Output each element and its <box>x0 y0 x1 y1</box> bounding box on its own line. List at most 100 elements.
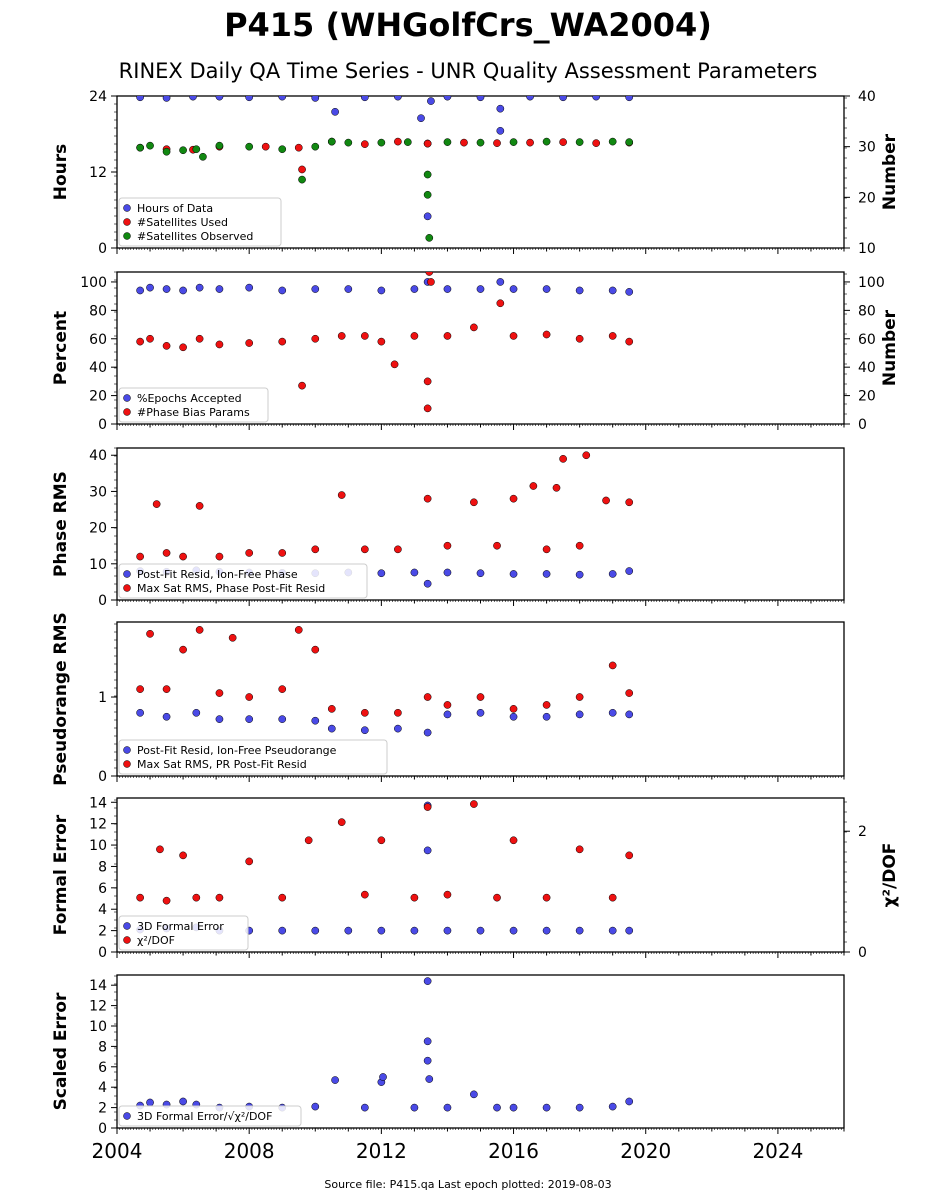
phase_rms-y-tick-label: 10 <box>89 557 107 573</box>
hours-point <box>443 138 452 146</box>
scaled_error-point <box>379 1073 387 1081</box>
phase_rms-point <box>470 498 478 507</box>
phase_rms-legend-box <box>118 563 368 599</box>
percent-point <box>215 340 224 349</box>
pseudorange_rms-point <box>476 693 485 701</box>
formal_error-legend-label: 3D Formal Error <box>137 920 224 933</box>
percent-legend: %Epochs Accepted#Phase Bias Params <box>118 387 269 423</box>
hours-point <box>423 212 432 221</box>
formal_error-point <box>304 836 313 845</box>
phase_rms-point <box>423 579 432 588</box>
formal_error-right-tick-label: 2 <box>858 824 867 840</box>
percent-point <box>311 334 320 343</box>
hours-point <box>360 140 369 148</box>
phase_rms-point <box>625 498 634 507</box>
hours-legend-label: #Satellites Used <box>137 216 228 229</box>
hours-point <box>423 190 432 199</box>
pseudorange_rms-legend-label: Post-Fit Resid, Ion-Free Pseudorange <box>137 744 337 757</box>
percent-series-phase-bias-params <box>136 272 634 413</box>
formal_error-point <box>476 926 485 935</box>
scaled_error-point <box>410 1103 419 1112</box>
pseudorange_rms-point <box>542 712 551 721</box>
hours-right-tick-label: 20 <box>858 190 876 206</box>
pseudorange_rms-point <box>215 689 224 697</box>
x-tick-label: 2012 <box>356 1139 407 1163</box>
pseudorange_rms-series-max-sat-rms-pr-post-fit-resid <box>136 626 634 717</box>
scaled-error-panel: 0 2 4 6 8 10 12 14 Scaled Error 3D Formal Error/√… <box>51 974 845 1137</box>
pseudorange_rms-point <box>608 708 617 717</box>
phase_rms-y-tick-label: 0 <box>98 593 107 609</box>
formal_error-point <box>542 893 551 902</box>
percent-point <box>410 332 419 340</box>
x-tick-label: 2004 <box>92 1139 143 1163</box>
hours-point <box>575 138 584 146</box>
formal_error-point <box>625 926 634 935</box>
scaled_error-y-tick-label: 2 <box>98 1101 107 1117</box>
phase_rms-point <box>493 541 501 550</box>
hours-point <box>625 138 634 146</box>
percent-point <box>443 332 452 340</box>
hours-point <box>311 142 320 151</box>
pseudorange_rms-point <box>394 708 402 717</box>
pseudorange_rms-point <box>311 645 320 654</box>
percent-points <box>136 272 634 413</box>
formal_error-right-tick-label: 0 <box>858 945 867 961</box>
scaled_error-y-tick-label: 8 <box>98 1039 107 1055</box>
scaled_error-point <box>509 1103 518 1112</box>
percent-point <box>575 334 584 343</box>
hours-point <box>476 138 485 147</box>
formal_error-point <box>575 926 584 935</box>
x-tick-label: 2020 <box>620 1139 671 1163</box>
scaled_error-legend-marker <box>123 1112 131 1120</box>
percent-point <box>509 285 518 293</box>
pseudorange_rms-point <box>245 693 254 701</box>
percent-point <box>542 330 551 339</box>
formal_error-point <box>245 857 254 866</box>
phase_rms-y-tick-label: 40 <box>89 448 107 464</box>
phase_rms-point <box>529 482 538 490</box>
hours-point <box>394 96 402 101</box>
scaled_error-y-tick-label: 10 <box>89 1019 107 1035</box>
formal_error-y-tick-label: 4 <box>98 902 107 918</box>
scaled_error-axes-frame <box>116 974 845 1129</box>
scaled_error-y-tick-label: 0 <box>98 1121 107 1137</box>
percent-point <box>195 334 204 343</box>
hours-point <box>559 138 567 146</box>
percent-point <box>311 285 320 293</box>
percent-point <box>360 332 369 340</box>
percent-point <box>179 343 187 352</box>
percent-point <box>427 278 435 286</box>
pseudorange_rms-point <box>327 724 336 733</box>
hours-y-tick-label: 12 <box>89 165 107 181</box>
formal_error-point <box>470 800 478 808</box>
percent-point <box>215 285 224 293</box>
scaled_error-legend-label: 3D Formal Error/√χ²/DOF <box>137 1110 272 1123</box>
formal_error-legend-box <box>118 915 249 951</box>
phase_rms-point <box>509 494 518 503</box>
percent-point <box>162 285 171 293</box>
percent-right-tick-label: 100 <box>858 275 885 291</box>
phase_rms-point <box>152 500 161 508</box>
hours-right-ylabel: Number <box>880 133 900 210</box>
hours-legend-marker <box>123 232 131 240</box>
pseudorange_rms-legend-label: Max Sat RMS, PR Post-Fit Resid <box>137 758 307 771</box>
scaled_error-point <box>331 1076 339 1084</box>
phase_rms-legend-marker <box>123 584 131 592</box>
scaled_error-y-tick-label: 12 <box>89 999 107 1015</box>
phase_rms-legend-marker <box>123 570 131 578</box>
percent-point <box>425 272 434 276</box>
percent-point <box>278 286 287 295</box>
pseudorange_rms-point <box>625 689 634 697</box>
hours-right-tick-label: 10 <box>858 241 876 257</box>
phase_rms-point <box>215 552 224 561</box>
formal_error-legend-marker <box>123 922 131 930</box>
percent-right-ylabel: Number <box>880 309 900 386</box>
formal_error-y-tick-label: 12 <box>89 817 107 833</box>
pseudorange_rms-ylabel: Pseudorange RMS <box>51 612 71 786</box>
hours-point <box>425 234 434 242</box>
percent-point <box>575 286 584 295</box>
phase_rms-point <box>337 491 346 499</box>
hours-point <box>179 146 187 155</box>
